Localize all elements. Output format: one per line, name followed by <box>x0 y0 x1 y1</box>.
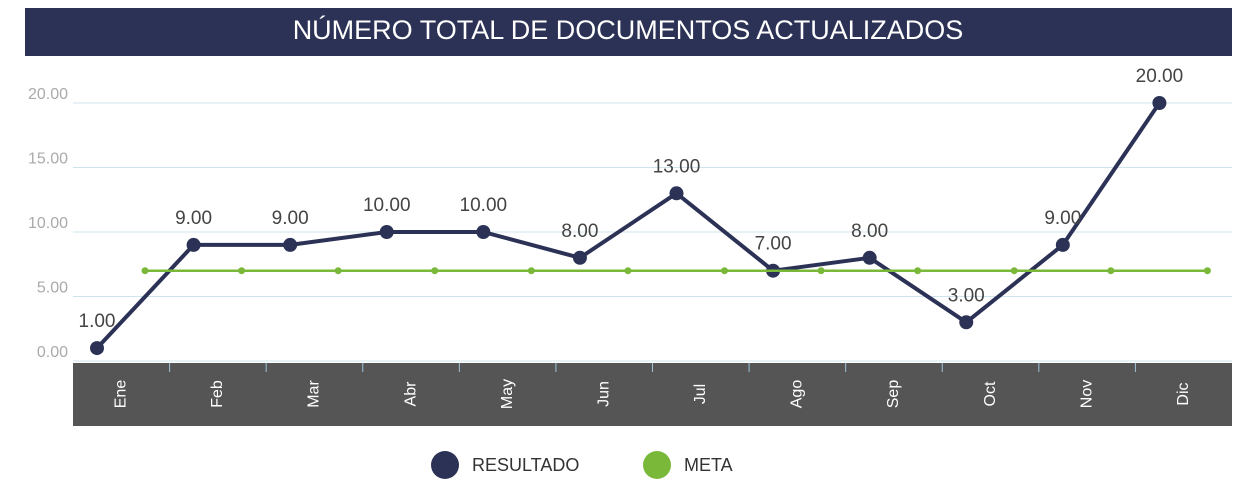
point <box>527 267 535 275</box>
x-tick-label: Dic <box>1175 382 1192 405</box>
point <box>817 267 825 275</box>
point <box>669 186 684 201</box>
x-tick-label: Oct <box>982 381 999 406</box>
point <box>624 267 632 275</box>
legend-swatch <box>431 451 459 479</box>
data-label: 3.00 <box>948 285 985 306</box>
point <box>90 341 104 356</box>
point <box>1055 237 1070 252</box>
y-tick-label: 5.00 <box>37 280 68 297</box>
data-label: 9.00 <box>175 208 212 229</box>
point <box>721 267 728 275</box>
point <box>238 267 246 275</box>
series-line <box>95 101 1162 350</box>
x-tick-label: Ene <box>113 380 130 409</box>
x-tick-label: Jun <box>595 381 612 407</box>
y-tick-label: 15.00 <box>28 151 68 168</box>
point <box>862 250 877 265</box>
point <box>1203 267 1211 275</box>
x-tick-label: Jul <box>692 384 709 404</box>
point <box>476 225 491 239</box>
data-label: 8.00 <box>561 221 598 242</box>
x-tick-label: Sep <box>885 380 902 409</box>
y-tick-label: 10.00 <box>28 215 68 232</box>
chart-title: NÚMERO TOTAL DE DOCUMENTOS ACTUALIZADOS <box>293 14 964 45</box>
y-tick-label: 20.00 <box>28 86 68 103</box>
title-bar <box>25 8 1232 56</box>
y-tick-label: 0.00 <box>37 344 68 361</box>
legend-label: META <box>684 455 733 475</box>
point <box>186 237 201 252</box>
x-tick-label: Abr <box>402 381 419 407</box>
data-label: 10.00 <box>363 195 411 216</box>
point <box>379 225 394 239</box>
data-label: 20.00 <box>1136 66 1184 87</box>
point <box>572 250 587 265</box>
point <box>431 267 439 275</box>
legend-label: RESULTADO <box>472 455 579 475</box>
data-label: 9.00 <box>1044 208 1081 229</box>
data-label: 10.00 <box>460 195 508 216</box>
point <box>914 267 922 275</box>
data-label: 8.00 <box>851 221 888 242</box>
x-tick-label: Nov <box>1078 380 1095 408</box>
data-label: 13.00 <box>653 156 701 177</box>
data-label: 9.00 <box>272 208 309 229</box>
legend-swatch <box>643 451 671 479</box>
point <box>334 267 342 275</box>
x-tick-label: Ago <box>789 380 806 409</box>
point <box>959 315 974 330</box>
x-tick-label: May <box>499 379 516 409</box>
point <box>283 237 298 252</box>
point <box>1107 267 1115 275</box>
x-axis-band <box>73 363 1232 426</box>
point <box>141 267 149 275</box>
x-tick-label: Feb <box>209 380 226 408</box>
data-label: 1.00 <box>79 311 116 332</box>
x-tick-label: Mar <box>306 380 323 408</box>
point <box>1152 96 1167 110</box>
data-label: 7.00 <box>755 234 792 255</box>
point <box>1010 267 1018 275</box>
